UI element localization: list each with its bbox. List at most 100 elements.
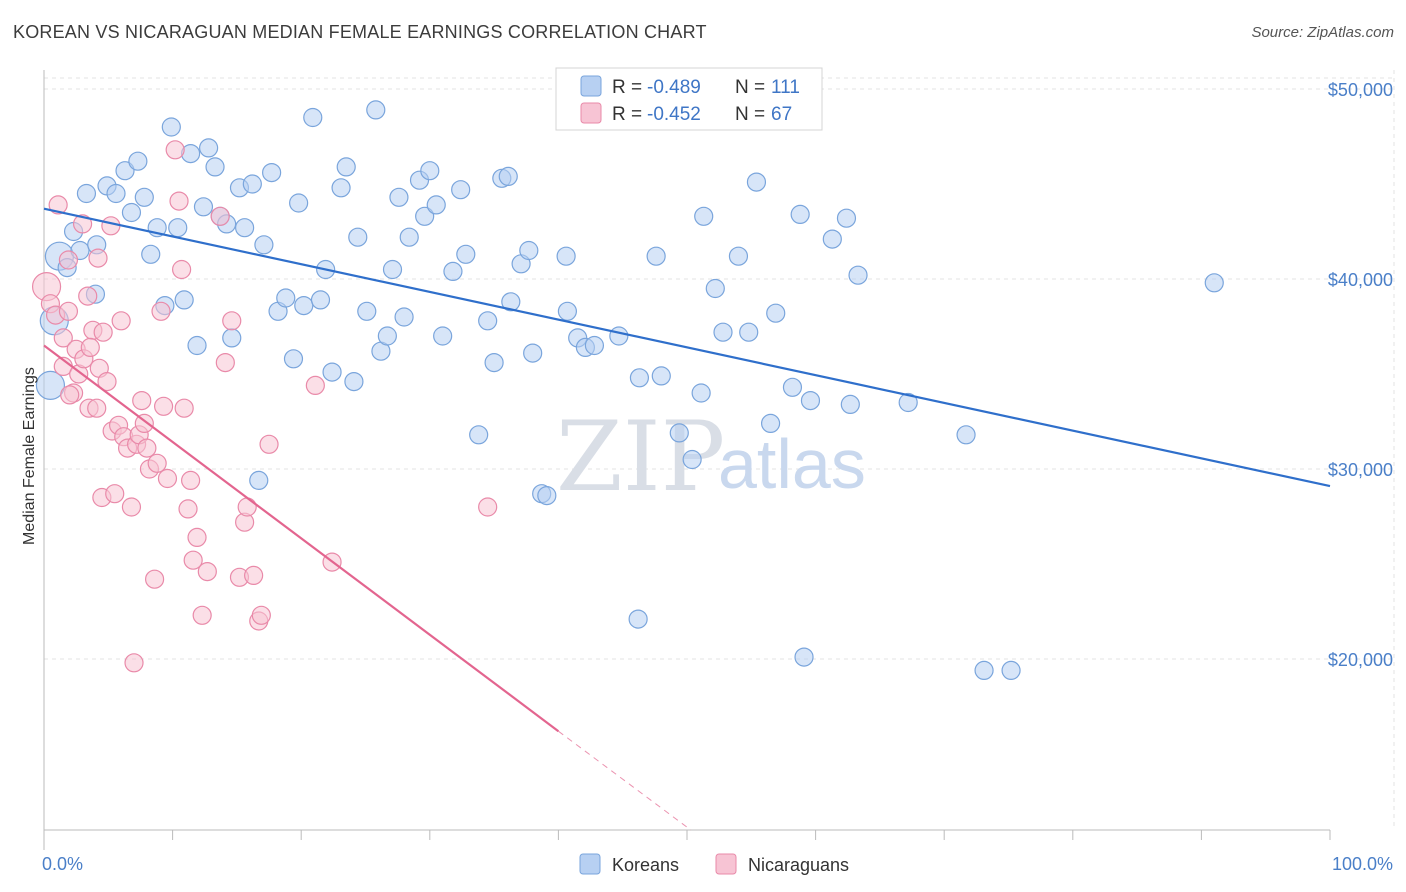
korean-points <box>35 100 1224 681</box>
korean-point-10 <box>106 183 126 204</box>
korean-point-57 <box>415 206 435 226</box>
chart-title: KOREAN VS NICARAGUAN MEDIAN FEMALE EARNI… <box>13 22 707 42</box>
nicaraguan-point-56 <box>237 497 257 517</box>
korean-point-31 <box>242 174 262 194</box>
korean-point-93 <box>746 172 767 192</box>
korean-point-65 <box>478 311 498 331</box>
korean-point-49 <box>366 100 386 120</box>
korean-point-44 <box>331 178 351 198</box>
korean-point-34 <box>262 163 282 183</box>
nicaraguan-point-44 <box>174 398 194 418</box>
korean-point-88 <box>691 383 711 403</box>
legend-n-value-nicaraguan: 67 <box>771 104 792 125</box>
korean-point-94 <box>760 413 781 433</box>
stats-legend: R = -0.489 N = 111 R = -0.452 N = 67 <box>555 67 823 131</box>
korean-point-23 <box>193 197 214 217</box>
nicaraguan-point-33 <box>134 413 154 433</box>
korean-point-69 <box>501 292 521 312</box>
korean-point-30 <box>235 218 255 238</box>
source-label: Source: ZipAtlas.com <box>1251 24 1394 41</box>
nicaraguan-point-61 <box>305 375 325 395</box>
korean-point-62 <box>451 180 471 200</box>
korean-point-32 <box>249 470 269 490</box>
nicaraguan-point-47 <box>183 550 203 570</box>
nicaraguan-point-45 <box>178 499 198 519</box>
nicaraguan-point-6 <box>58 301 79 321</box>
korean-point-25 <box>205 157 225 177</box>
korean-point-36 <box>276 288 296 308</box>
korean-point-38 <box>289 193 309 213</box>
korean-point-6 <box>76 183 97 204</box>
korean-point-82 <box>628 609 648 629</box>
legend-swatch-nicaraguan <box>580 102 602 124</box>
nicaraguan-point-21 <box>101 216 121 236</box>
korean-point-0 <box>35 370 66 400</box>
korean-point-15 <box>141 244 161 264</box>
korean-point-75 <box>556 246 576 266</box>
korean-point-14 <box>134 187 154 207</box>
korean-point-43 <box>322 362 342 382</box>
y-tick-label-3: $50,000 <box>1328 80 1393 100</box>
korean-point-28 <box>222 328 242 348</box>
korean-point-12 <box>121 202 142 223</box>
korean-point-11 <box>115 161 135 181</box>
nicaraguan-point-28 <box>121 497 142 517</box>
trend-lines <box>43 207 1331 831</box>
korean-point-99 <box>800 391 821 411</box>
korean-point-91 <box>728 246 749 266</box>
korean-point-89 <box>705 278 725 299</box>
nicaraguan-point-7 <box>58 250 79 270</box>
korean-point-58 <box>420 161 440 181</box>
korean-point-92 <box>739 322 759 342</box>
korean-point-98 <box>794 647 814 667</box>
legend-n-label-korean: N = <box>735 77 765 98</box>
korean-point-97 <box>790 204 810 224</box>
korean-point-86 <box>682 449 702 470</box>
nicaraguan-point-46 <box>181 470 201 490</box>
korean-point-41 <box>310 290 331 310</box>
nicaraguan-point-38 <box>151 301 171 321</box>
nicaraguan-point-37 <box>147 453 167 473</box>
nicaraguan-point-5 <box>53 328 73 348</box>
legend-n-value-korean: 111 <box>771 77 800 98</box>
nicaraguan-point-20 <box>97 372 117 392</box>
korean-point-96 <box>782 377 803 397</box>
y-tick-label-2: $40,000 <box>1328 270 1393 290</box>
korean-point-108 <box>1204 273 1224 293</box>
korean-point-105 <box>956 425 976 445</box>
series-legend: Koreans Nicaraguans <box>579 853 849 875</box>
nicaraguan-point-23 <box>105 484 125 504</box>
korean-point-71 <box>519 240 539 261</box>
korean-point-19 <box>168 218 188 238</box>
nicaraguan-point-66 <box>80 337 100 357</box>
nicaraguan-point-57 <box>244 565 264 586</box>
trend-line-nicaraguan <box>43 344 560 733</box>
x-tick-labels: 0.0% 100.0% <box>42 854 1393 874</box>
nicaraguan-point-42 <box>169 191 189 211</box>
nicaraguan-point-40 <box>157 468 178 489</box>
korean-point-45 <box>336 157 356 177</box>
x-tick-label-1: 100.0% <box>1332 854 1393 874</box>
nicaraguan-point-50 <box>197 561 217 582</box>
korean-point-103 <box>848 265 868 285</box>
trend-line-nicaraguan-extension <box>558 730 692 831</box>
watermark-atlas-text: atlas <box>718 425 866 503</box>
y-tick-labels: $20,000 $30,000 $40,000 $50,000 <box>1328 80 1393 670</box>
nicaraguan-point-49 <box>192 605 212 625</box>
korean-point-87 <box>694 206 714 226</box>
nicaraguan-point-34 <box>137 438 157 458</box>
korean-point-64 <box>469 425 489 445</box>
series-legend-label-nicaraguan: Nicaraguans <box>748 855 849 875</box>
korean-point-18 <box>161 117 181 137</box>
korean-point-20 <box>174 290 194 310</box>
korean-point-53 <box>389 187 409 207</box>
korean-point-101 <box>836 208 857 228</box>
korean-point-79 <box>584 335 605 356</box>
nicaraguan-point-53 <box>222 311 242 331</box>
legend-r-label-nicaraguan: R = <box>612 104 642 125</box>
korean-point-46 <box>344 372 364 392</box>
legend-swatch-korean <box>580 75 602 97</box>
korean-point-22 <box>187 335 207 356</box>
nicaraguan-point-25 <box>111 311 131 331</box>
korean-point-102 <box>840 394 860 414</box>
